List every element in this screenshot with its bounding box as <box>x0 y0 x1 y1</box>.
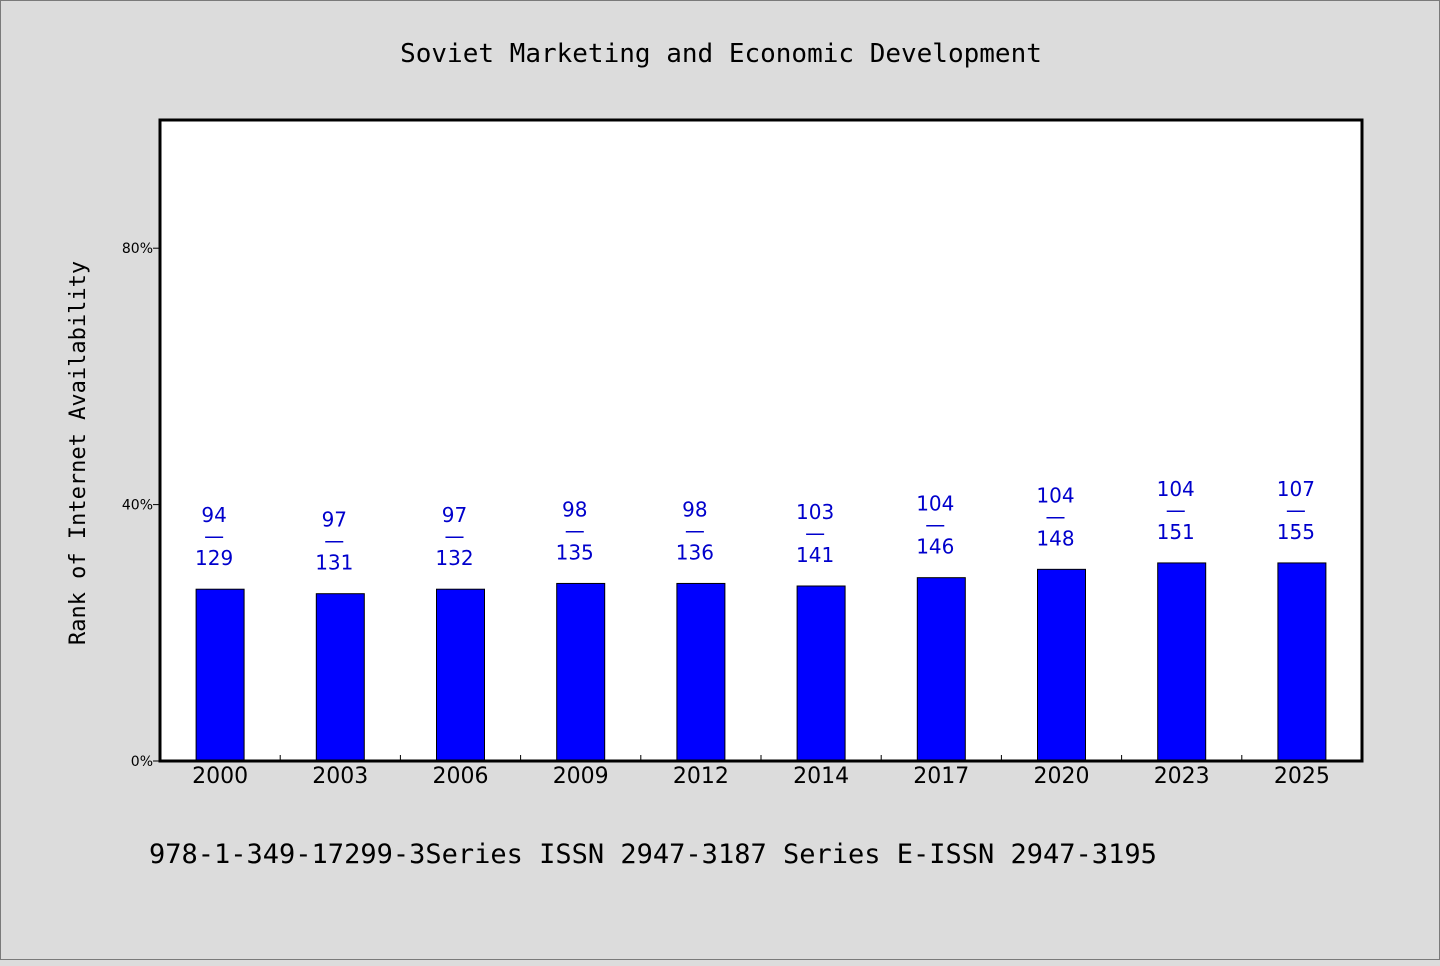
y-axis-label: Rank of Internet Availability <box>66 261 91 645</box>
data-label-bottom-2023: 151 <box>1157 520 1195 544</box>
data-label-bottom-2006: 132 <box>435 546 473 570</box>
bar-2000 <box>195 588 245 762</box>
bar-2009 <box>556 582 606 762</box>
y-tick-label-0%: 0% <box>131 754 153 770</box>
data-label-top-2009: 98 <box>562 497 587 521</box>
x-tick-label-2020: 2020 <box>1034 764 1090 789</box>
bar-2003 <box>315 593 365 762</box>
bar-2014 <box>796 585 846 762</box>
footer-isbn-issn: 978-1-349-17299-3Series ISSN 2947-3187 S… <box>149 839 1157 870</box>
data-label-bottom-2020: 148 <box>1036 526 1074 550</box>
data-label-separator-2020: — <box>1046 504 1066 528</box>
data-label-top-2006: 97 <box>442 503 467 527</box>
bar-2006 <box>436 588 485 762</box>
y-axis: 0% 40% 80% <box>122 241 160 770</box>
bar-2017 <box>916 577 966 762</box>
data-label-bottom-2012: 136 <box>676 540 714 564</box>
x-tick-label-2017: 2017 <box>913 764 969 789</box>
data-label-top-2012: 98 <box>682 497 707 521</box>
x-tick-label-2014: 2014 <box>793 764 849 789</box>
data-label-top-2014: 103 <box>796 500 834 524</box>
data-label-top-2000: 94 <box>201 503 226 527</box>
x-tick-label-2006: 2006 <box>433 764 489 789</box>
data-label-top-2017: 104 <box>916 492 954 516</box>
data-label-bottom-2014: 141 <box>796 543 834 567</box>
plot-frame <box>158 118 1364 763</box>
data-label-bottom-2017: 146 <box>916 535 954 559</box>
x-tick-label-2023: 2023 <box>1154 764 1210 789</box>
y-tick-label-80%: 80% <box>122 241 153 257</box>
x-tick-label-2012: 2012 <box>673 764 729 789</box>
x-tick-label-2025: 2025 <box>1274 764 1330 789</box>
data-label-top-2023: 104 <box>1157 477 1195 501</box>
bar-2012 <box>676 582 726 762</box>
bar-2023 <box>1157 562 1207 762</box>
data-label-separator-2003: — <box>324 529 344 553</box>
data-label-separator-2023: — <box>1166 498 1186 522</box>
data-label-bottom-2000: 129 <box>195 546 233 570</box>
data-label-separator-2006: — <box>445 524 465 548</box>
data-label-bottom-2009: 135 <box>556 540 594 564</box>
data-label-separator-2012: — <box>685 518 705 542</box>
data-label-separator-2025: — <box>1286 498 1306 522</box>
data-label-separator-2017: — <box>925 513 945 537</box>
bar-2025 <box>1277 562 1327 762</box>
x-tick-label-2000: 2000 <box>192 764 248 789</box>
data-label-top-2025: 107 <box>1277 477 1315 501</box>
chart-title: Soviet Marketing and Economic Developmen… <box>400 39 1042 69</box>
data-label-bottom-2003: 131 <box>315 551 353 575</box>
y-tick-label-40%: 40% <box>122 498 153 514</box>
data-labels-group: 94—12997—13197—13298—13598—136103—141104… <box>195 477 1315 575</box>
data-label-top-2020: 104 <box>1036 483 1074 507</box>
data-label-separator-2014: — <box>805 521 825 545</box>
x-tick-label-2009: 2009 <box>553 764 609 789</box>
data-label-bottom-2025: 155 <box>1277 520 1315 544</box>
x-axis: 2000 2003 2006 2009 2012 2014 2017 2020 2023 2025 <box>192 755 1330 789</box>
x-tick-label-2003: 2003 <box>312 764 368 789</box>
data-label-top-2003: 97 <box>322 508 347 532</box>
data-label-separator-2009: — <box>565 518 585 542</box>
bar-2020 <box>1037 568 1086 762</box>
bars-group <box>195 562 1327 762</box>
data-label-separator-2000: — <box>204 524 224 548</box>
